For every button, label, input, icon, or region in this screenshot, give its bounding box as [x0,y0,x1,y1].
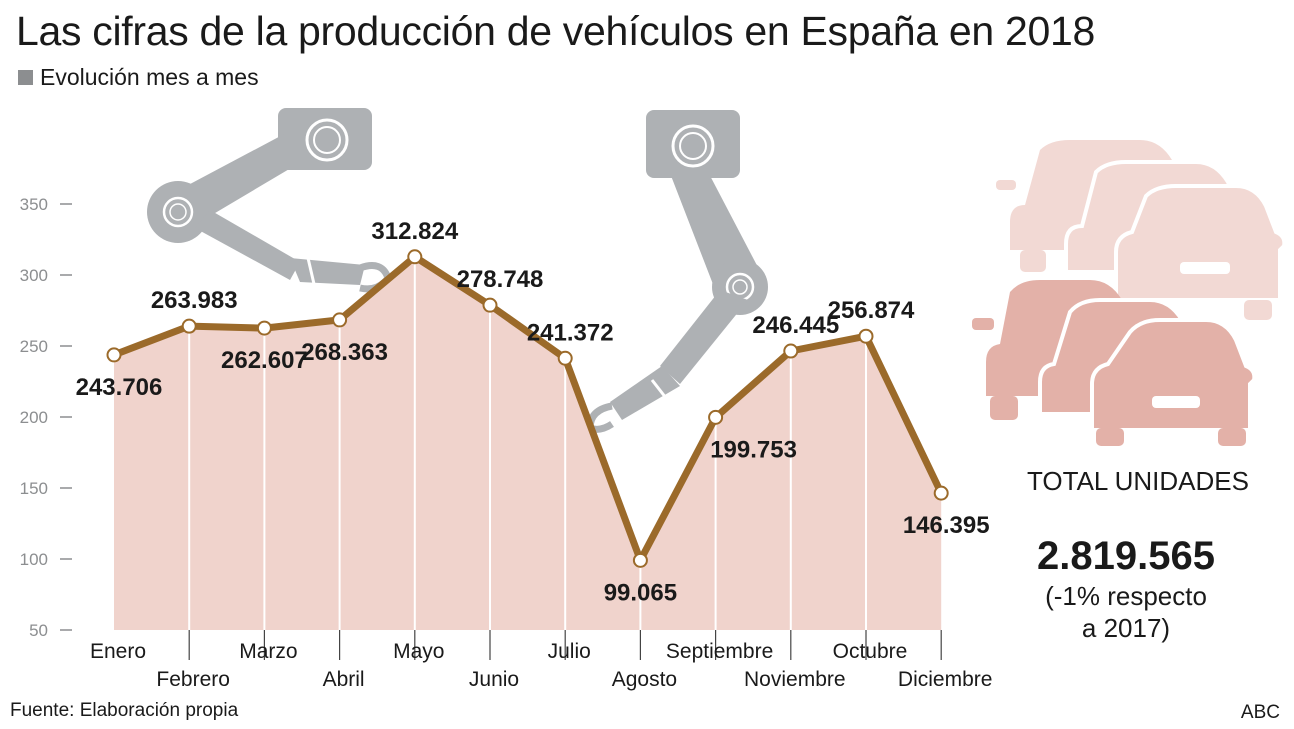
data-label: 256.874 [828,297,915,324]
data-point [933,485,949,501]
robot-arm-2-joint-outer [671,124,715,168]
production-chart: 50 100 150 200 250 300 350 243.706 263.983 262.60… [20,108,1287,691]
robot-arm-1-wrist-mark [306,257,316,285]
robot-arm-2-wrist-mark [650,379,668,399]
data-point [332,312,348,328]
data-label: 246.445 [752,312,839,339]
chart-subtitle: Evolución mes a mes [18,64,259,91]
robot-arm-1-elbow-ring [162,196,194,228]
legend-swatch [18,70,33,85]
x-tick-label: Octubre [833,640,908,663]
data-label: 146.395 [903,512,990,539]
robot-arm-1-joint-inner [313,126,341,154]
data-point [407,249,423,265]
y-tick-label: 250 [20,337,48,356]
robot-arm-1-base [278,108,372,170]
plot-area: 50 100 150 200 250 300 350 243.706 263.983 262.60… [20,195,993,691]
robot-arm-icon [147,108,392,293]
y-tick-label: 200 [20,408,48,427]
data-point [632,552,648,568]
total-units-note: (-1% respecto a 2017) [990,580,1262,644]
data-point [181,318,197,334]
x-tick-label: Enero [90,640,146,663]
data-label: 262.607 [221,347,308,374]
y-tick-label: 300 [20,266,48,285]
data-label: 268.363 [301,339,388,366]
y-tick-label: 50 [29,621,48,640]
robot-arm-1-forearm [195,210,300,280]
robot-arm-1-joint-outer [305,118,349,162]
data-point [256,320,272,336]
data-label: 99.065 [604,579,677,606]
series-line [112,253,945,564]
data-point [557,350,573,366]
series-area [114,256,942,630]
x-tick-label: Febrero [156,668,230,691]
robot-arm-icon [586,110,768,433]
robot-arm-1-wrist [290,258,365,285]
data-label: 312.824 [371,218,458,245]
source-note: Fuente: Elaboración propia [10,700,239,721]
cars-icon [972,140,1287,446]
robot-arm-2-wrist [610,366,680,420]
x-tick-label: Agosto [612,668,677,691]
total-note-line2: a 2017) [1081,613,1171,643]
y-tick-label: 350 [20,195,48,214]
data-point [858,328,874,344]
data-point [708,409,724,425]
robot-arm-1-elbow-ring-inner [169,203,187,221]
robot-arm-2-elbow-ring-inner [732,279,748,295]
x-tick-label: Diciembre [898,668,993,691]
robot-arm-1-elbow [147,181,209,243]
x-tick-label: Junio [469,668,519,691]
total-note-line1: (-1% respecto [1045,581,1207,611]
data-label: 199.753 [710,436,797,463]
data-label: 278.748 [457,266,544,293]
total-units-value: 2.819.565 [1037,534,1215,578]
y-tick-label: 100 [20,550,48,569]
brand-logo-text: ABC [1240,702,1280,723]
chart-title: Las cifras de la producción de vehículos… [16,8,1095,54]
data-point [783,343,799,359]
total-units-label: TOTAL UNIDADES [1026,466,1249,496]
robot-arm-2-base [646,110,740,178]
x-tick-label: Abril [323,668,365,691]
y-tick-label: 150 [20,479,48,498]
data-label: 243.706 [76,374,163,401]
data-label: 241.372 [527,319,614,346]
car-dark-3 [1090,318,1257,446]
chart-subtitle-text: Evolución mes a mes [40,64,259,90]
x-tick-label: Julio [548,640,591,663]
x-tick-label: Noviembre [744,668,846,691]
data-point [482,297,498,313]
x-tick-label: Septiembre [666,640,773,663]
robot-arm-2-forearm [660,290,748,384]
x-tick-label: Mayo [393,640,444,663]
x-tick-label: Marzo [239,640,297,663]
data-label: 263.983 [151,287,238,314]
data-point [106,347,122,363]
robot-arm-2-joint-inner [679,132,707,160]
